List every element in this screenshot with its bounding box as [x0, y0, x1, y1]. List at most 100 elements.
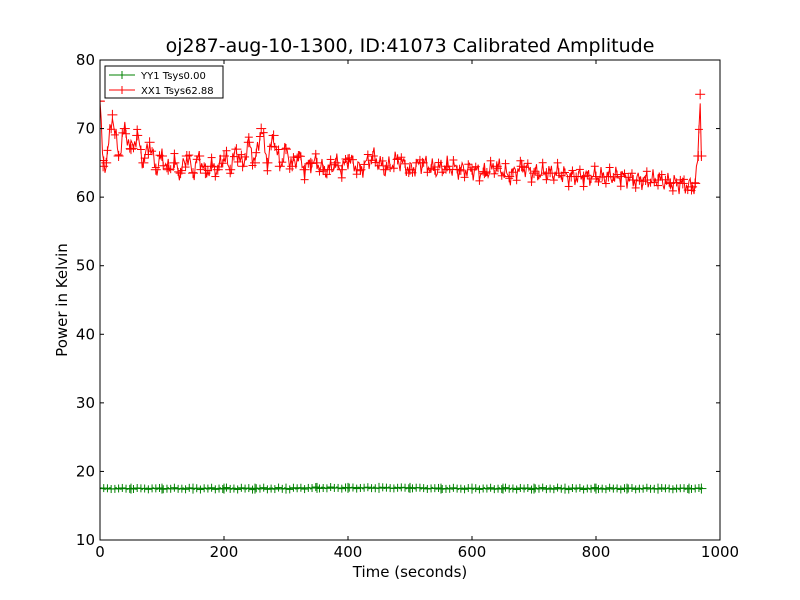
data-point — [274, 161, 285, 172]
axes-ticks: 0 200 400 600 800 1000 10 20 30 40 50 60 70 80 — [76, 51, 739, 561]
legend: YY1 Tsys0.00 XX1 Tsys62.88 — [104, 65, 224, 99]
data-point — [126, 144, 136, 155]
data-point — [417, 157, 428, 168]
data-point — [231, 144, 242, 155]
data-point — [206, 161, 217, 172]
data-point — [144, 137, 155, 148]
legend-label: XX1 Tsys62.88 — [141, 86, 214, 97]
x-tick-label: 1000 — [701, 543, 739, 561]
data-point — [175, 168, 186, 179]
chart-title: oj287-aug-10-1300, ID:41073 Calibrated A… — [166, 35, 655, 57]
data-point — [442, 161, 453, 172]
data-point — [467, 164, 477, 175]
data-point — [529, 168, 539, 179]
data-point — [690, 178, 701, 189]
data-point — [467, 483, 477, 494]
data-point — [343, 482, 353, 493]
data-point — [696, 151, 707, 161]
data-point — [677, 178, 688, 189]
data-point — [640, 175, 651, 185]
data-point — [157, 483, 167, 494]
data-point — [250, 483, 260, 494]
x-tick-label: 600 — [458, 543, 487, 561]
data-point — [498, 483, 508, 494]
data-point — [100, 483, 105, 494]
y-tick-label: 80 — [76, 51, 95, 69]
data-point — [324, 164, 335, 175]
legend-label: YY1 Tsys0.00 — [140, 71, 206, 82]
data-point — [553, 168, 564, 179]
data-point — [100, 96, 105, 107]
data-point — [287, 161, 298, 172]
data-point — [101, 157, 112, 168]
data-point — [281, 483, 291, 494]
data-point — [454, 164, 465, 175]
data-point — [237, 161, 248, 172]
data-point — [107, 109, 118, 120]
data-point — [200, 168, 211, 179]
y-tick-label: 50 — [76, 257, 95, 275]
data-point — [256, 123, 267, 134]
data-point — [560, 483, 570, 494]
data-point — [491, 161, 502, 172]
data-point — [169, 157, 180, 168]
data-point — [653, 175, 663, 185]
legend-item: YY1 Tsys0.00 — [109, 71, 206, 82]
y-tick-label: 60 — [76, 188, 95, 206]
data-point — [132, 130, 143, 141]
data-point — [374, 482, 384, 493]
y-tick-label: 40 — [76, 325, 95, 343]
series-layer — [100, 89, 707, 494]
data-point — [312, 482, 322, 493]
legend-box — [104, 65, 224, 99]
data-point — [615, 171, 626, 182]
data-point — [603, 171, 614, 182]
plot-area — [100, 89, 707, 494]
data-point — [243, 137, 254, 148]
data-point — [591, 483, 601, 494]
data-point — [299, 164, 310, 175]
data-point — [188, 483, 198, 494]
series-1 — [100, 89, 707, 195]
y-tick-label: 70 — [76, 120, 95, 138]
x-axis-label: Time (seconds) — [352, 563, 468, 581]
y-tick-label: 10 — [76, 531, 95, 549]
data-point — [138, 157, 149, 168]
data-point — [628, 175, 639, 185]
x-tick-label: 0 — [95, 543, 105, 561]
data-point — [622, 483, 632, 494]
data-point — [219, 483, 229, 494]
plot-frame — [99, 59, 721, 541]
data-point — [436, 483, 446, 494]
data-point — [591, 171, 601, 182]
data-point — [119, 123, 130, 134]
data-point — [163, 164, 174, 175]
data-point — [330, 157, 341, 168]
data-point — [113, 151, 124, 161]
data-point — [429, 164, 440, 175]
data-point — [380, 164, 391, 175]
data-point — [262, 157, 273, 168]
x-tick-label: 200 — [210, 543, 239, 561]
data-point — [194, 151, 205, 161]
data-point — [367, 151, 378, 161]
data-point — [250, 157, 260, 168]
data-point — [566, 171, 577, 182]
data-point — [405, 164, 415, 175]
y-tick-label: 30 — [76, 394, 95, 412]
data-point — [504, 171, 515, 182]
legend-item: XX1 Tsys62.88 — [109, 86, 214, 97]
data-point — [695, 89, 706, 100]
y-tick-label: 20 — [76, 462, 95, 480]
data-point — [312, 157, 322, 168]
data-point — [653, 483, 663, 494]
data-point — [529, 483, 539, 494]
data-point — [268, 130, 279, 141]
data-point — [219, 151, 229, 161]
series-0 — [100, 482, 707, 494]
data-point — [479, 168, 490, 179]
data-point — [225, 164, 236, 175]
data-point — [188, 168, 198, 179]
